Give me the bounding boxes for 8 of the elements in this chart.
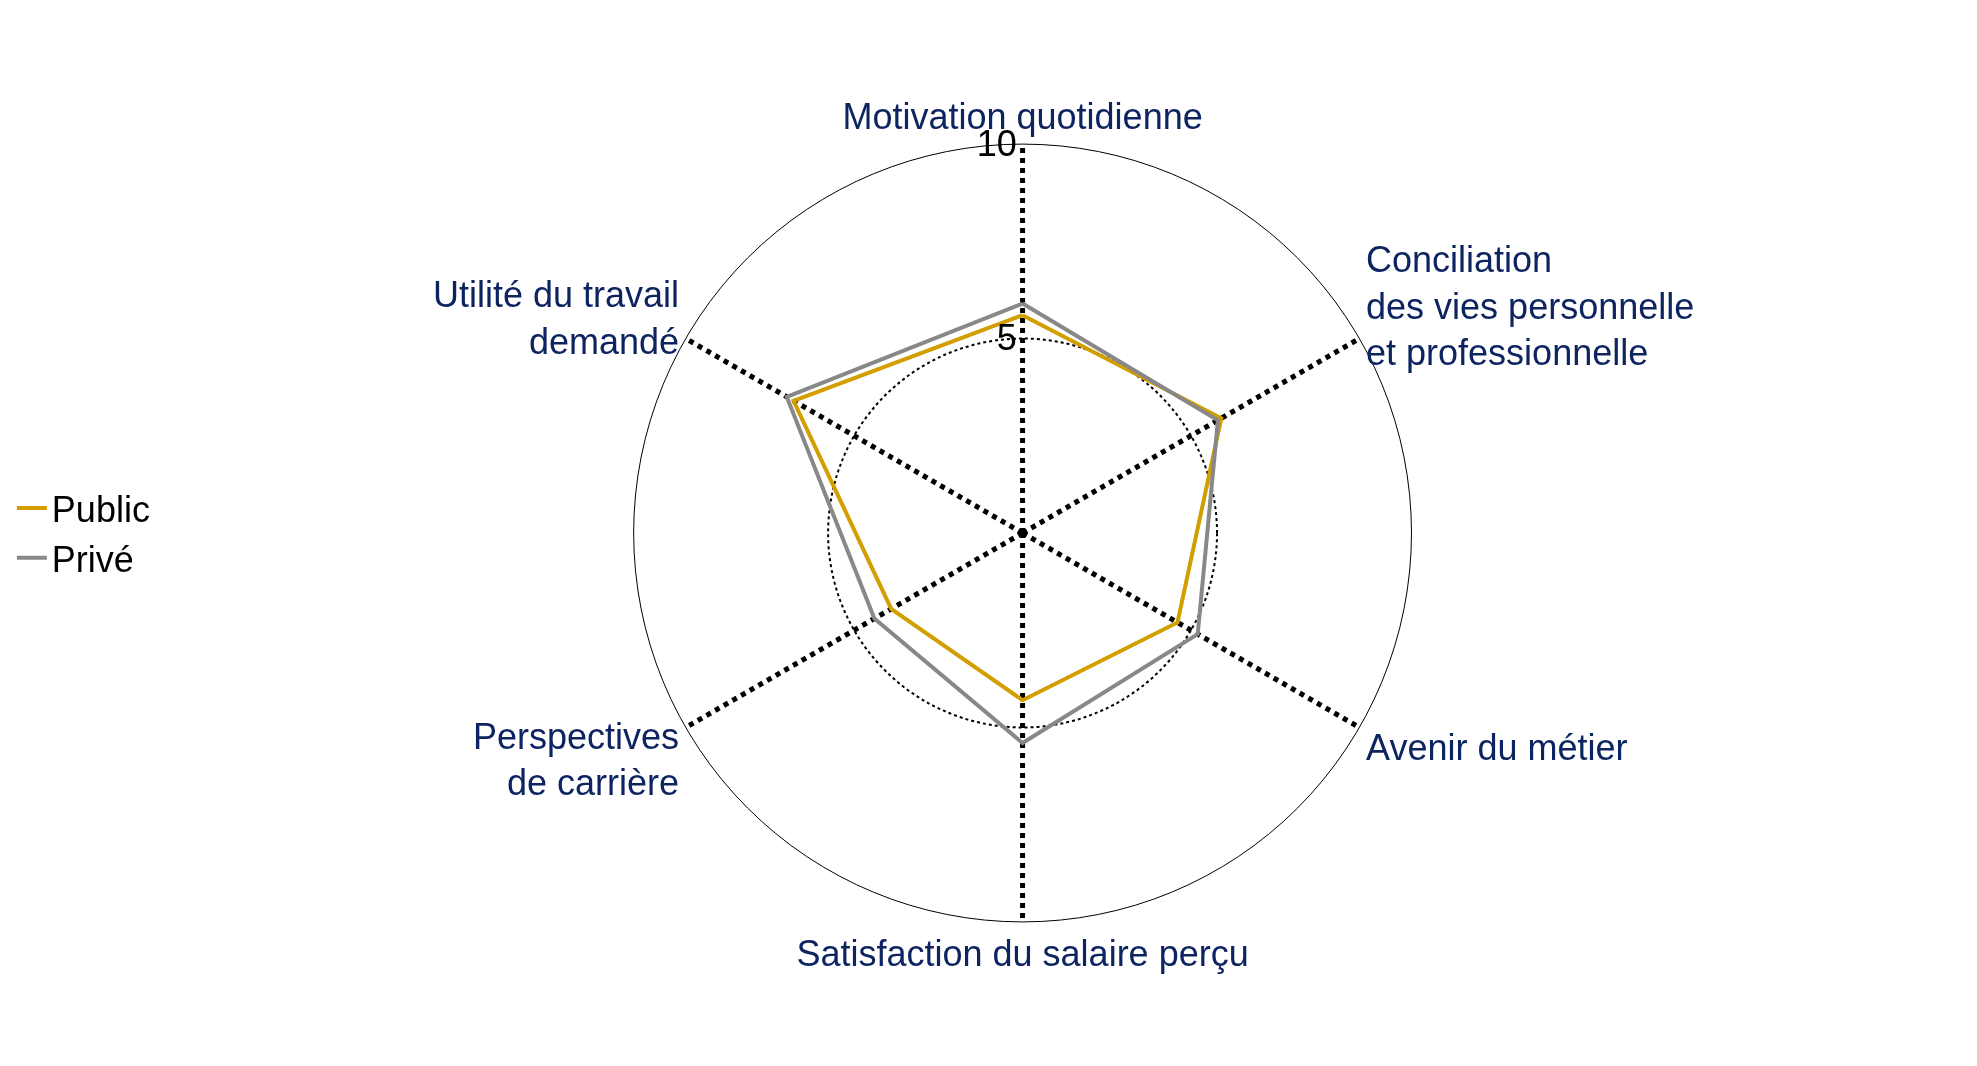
spoke-label: Satisfaction du salaire perçu (796, 932, 1249, 974)
spoke-label: Perspectives de carrière (472, 715, 680, 804)
legend-label: Privé (51, 538, 134, 580)
legend-label: Public (51, 488, 150, 530)
spoke-label: Utilité du travail demandé (432, 273, 680, 362)
spoke-label: Avenir du métier (1366, 727, 1628, 769)
spoke-label: Conciliation des vies personnelle et professionnelle (1366, 238, 1695, 374)
y-tick-label: 5 (996, 317, 1017, 359)
